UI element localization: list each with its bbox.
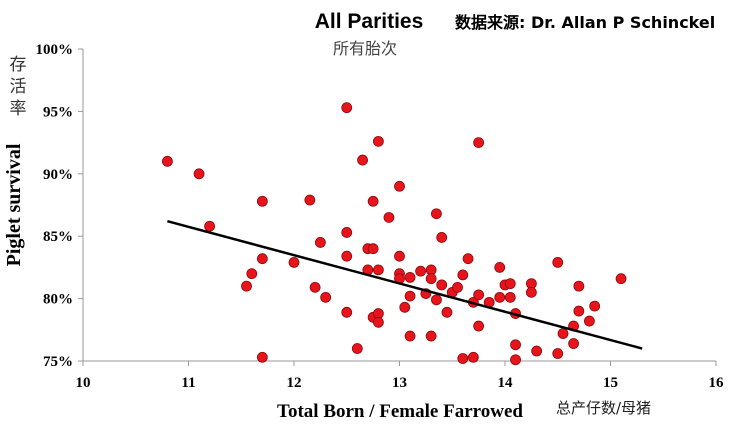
data-point <box>256 351 268 363</box>
data-point <box>415 265 427 277</box>
data-point <box>394 180 405 192</box>
x-tick-label: 10 <box>76 375 91 391</box>
data-point <box>404 271 416 283</box>
data-point <box>367 243 379 255</box>
data-point <box>557 328 569 339</box>
data-point <box>462 253 474 265</box>
data-point <box>372 316 384 328</box>
data-point <box>457 269 469 281</box>
data-point <box>510 339 521 351</box>
data-source-credit: 数据来源: Dr. Allan P Schinckel <box>455 13 715 32</box>
data-point <box>394 250 405 262</box>
data-point <box>404 290 416 302</box>
data-point <box>204 220 216 232</box>
data-point <box>161 155 173 167</box>
data-point <box>314 237 326 248</box>
data-point <box>383 212 395 223</box>
data-point <box>615 273 627 285</box>
data-point <box>404 330 416 342</box>
x-tick-label: 16 <box>709 375 725 391</box>
data-point <box>372 264 384 276</box>
data-point <box>552 257 564 268</box>
data-point <box>473 289 485 301</box>
data-point <box>504 278 516 290</box>
x-axis-label: Total Born / Female Farrowed <box>277 401 523 422</box>
y-axis-label: Piglet survival <box>3 143 25 266</box>
data-point <box>351 343 363 354</box>
data-point <box>494 261 506 273</box>
data-point <box>372 135 384 147</box>
data-point <box>425 273 437 285</box>
data-point <box>457 353 469 364</box>
data-point <box>525 286 537 298</box>
data-point <box>241 280 252 292</box>
data-point <box>467 351 479 363</box>
y-tick-label: 85% <box>43 229 73 245</box>
data-point <box>452 281 463 293</box>
data-point <box>473 320 485 332</box>
y-tick-label: 80% <box>43 292 73 308</box>
data-point <box>304 194 316 206</box>
x-tick-label: 11 <box>181 375 195 391</box>
trend-line <box>167 220 643 350</box>
data-point <box>256 253 268 265</box>
y-axis-ticks: 75% 80% 85% 90% 95% 100% <box>36 42 83 370</box>
data-point <box>589 300 601 312</box>
data-point <box>573 280 585 292</box>
data-point <box>425 330 437 342</box>
data-point <box>504 291 516 303</box>
data-point <box>399 301 411 313</box>
data-point <box>441 306 453 318</box>
data-point <box>573 305 585 317</box>
data-point <box>193 168 205 180</box>
x-tick-label: 14 <box>498 375 514 391</box>
x-axis-ticks: 10 11 12 13 14 15 16 <box>76 361 725 391</box>
data-point <box>256 195 268 207</box>
y-tick-label: 90% <box>43 167 73 183</box>
data-point <box>367 195 379 207</box>
data-point <box>436 232 448 243</box>
data-point <box>568 338 579 349</box>
data-point <box>531 345 543 357</box>
data-point <box>431 208 442 220</box>
data-point <box>584 315 595 327</box>
y-axis-label-chinese-char: 率 <box>10 99 27 119</box>
y-tick-label: 95% <box>43 104 73 120</box>
data-point <box>288 257 300 268</box>
data-point <box>431 294 442 306</box>
y-tick-label: 75% <box>43 354 73 370</box>
x-axis-label-chinese: 总产仔数/母猪 <box>556 399 651 417</box>
data-point <box>341 250 353 262</box>
data-point <box>341 306 353 318</box>
y-axis-label-chinese: 存活率 <box>10 55 27 119</box>
data-point <box>341 102 353 114</box>
y-tick-label: 100% <box>36 42 74 58</box>
x-tick-label: 15 <box>603 375 618 391</box>
data-point <box>246 268 258 280</box>
y-axis-label-chinese-char: 存 <box>10 55 27 75</box>
data-point <box>320 291 332 303</box>
data-point <box>436 279 448 291</box>
data-point <box>341 227 353 238</box>
x-tick-label: 13 <box>392 375 407 391</box>
data-points <box>161 102 627 366</box>
data-point <box>357 154 368 166</box>
data-point <box>473 137 485 149</box>
x-tick-label: 12 <box>287 375 302 391</box>
data-point <box>309 281 321 293</box>
y-axis-label-chinese-char: 活 <box>10 77 27 97</box>
chart-title: All Parities <box>315 10 424 33</box>
data-point <box>494 291 506 303</box>
data-point <box>510 354 521 366</box>
data-point <box>552 348 564 359</box>
chart-subtitle: 所有胎次 <box>333 39 397 58</box>
